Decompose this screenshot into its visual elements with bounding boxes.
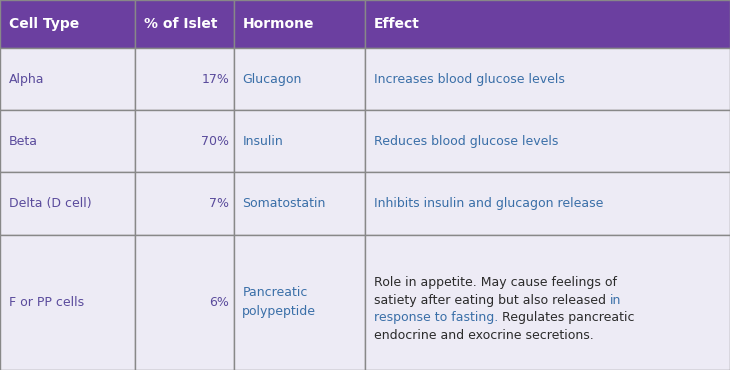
Bar [0, 172, 135, 235]
Text: Increases blood glucose levels: Increases blood glucose levels [374, 73, 564, 86]
Text: Insulin: Insulin [242, 135, 283, 148]
Bar [365, 172, 730, 235]
Text: 7%: 7% [210, 197, 229, 210]
Bar [135, 0, 234, 48]
Text: Cell Type: Cell Type [9, 17, 79, 31]
Text: 70%: 70% [201, 135, 229, 148]
Text: Delta (D cell): Delta (D cell) [9, 197, 91, 210]
Bar [365, 0, 730, 48]
Bar [0, 0, 135, 48]
Text: Reduces blood glucose levels: Reduces blood glucose levels [374, 135, 558, 148]
Bar [0, 110, 135, 172]
Text: satiety after eating but also released: satiety after eating but also released [374, 293, 610, 306]
Text: endocrine and exocrine secretions.: endocrine and exocrine secretions. [374, 329, 593, 342]
Bar [234, 172, 365, 235]
Bar [135, 172, 234, 235]
Bar [365, 235, 730, 370]
Text: Regulates pancreatic: Regulates pancreatic [502, 311, 634, 324]
Text: Somatostatin: Somatostatin [242, 197, 326, 210]
Text: 17%: 17% [201, 73, 229, 86]
Text: Hormone: Hormone [242, 17, 314, 31]
Bar [135, 48, 234, 110]
Bar [234, 0, 365, 48]
Text: Effect: Effect [374, 17, 420, 31]
Bar [0, 48, 135, 110]
Bar [365, 110, 730, 172]
Text: Beta: Beta [9, 135, 38, 148]
Bar [0, 235, 135, 370]
Text: Pancreatic
polypeptide: Pancreatic polypeptide [242, 286, 316, 318]
Bar [365, 48, 730, 110]
Bar [234, 235, 365, 370]
Text: 6%: 6% [210, 296, 229, 309]
Text: Glucagon: Glucagon [242, 73, 301, 86]
Text: % of Islet: % of Islet [144, 17, 218, 31]
Text: Inhibits insulin and glucagon release: Inhibits insulin and glucagon release [374, 197, 603, 210]
Bar [135, 110, 234, 172]
Bar [135, 235, 234, 370]
Text: response to fasting.: response to fasting. [374, 311, 502, 324]
Text: Alpha: Alpha [9, 73, 45, 86]
Bar [234, 110, 365, 172]
Text: F or PP cells: F or PP cells [9, 296, 84, 309]
Text: Role in appetite. May cause feelings of: Role in appetite. May cause feelings of [374, 276, 617, 289]
Text: in: in [610, 293, 621, 306]
Bar [234, 48, 365, 110]
